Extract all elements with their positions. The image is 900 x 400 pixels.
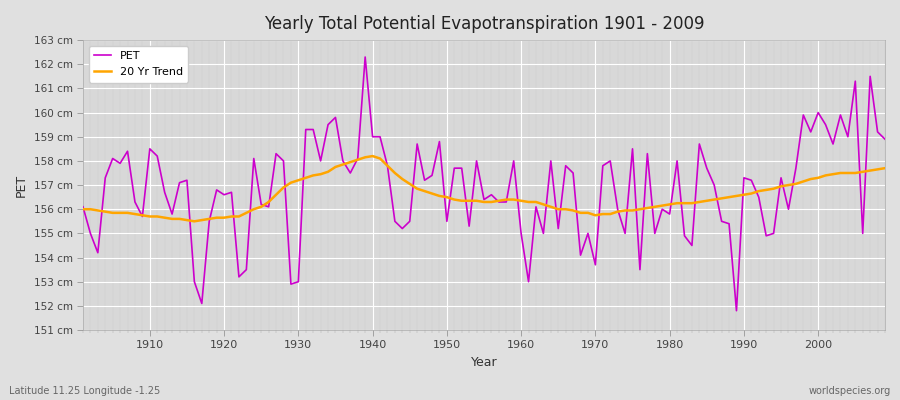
- Y-axis label: PET: PET: [15, 174, 28, 197]
- Text: worldspecies.org: worldspecies.org: [809, 386, 891, 396]
- PET: [612, 207, 623, 212]
- 20 Yr Trend: [308, 173, 319, 178]
- 20 Yr Trend: [531, 200, 542, 204]
- PET: [137, 214, 148, 219]
- PET: [301, 127, 311, 132]
- Line: PET: PET: [83, 57, 885, 311]
- 20 Yr Trend: [523, 200, 534, 204]
- Legend: PET, 20 Yr Trend: PET, 20 Yr Trend: [88, 46, 188, 82]
- Line: 20 Yr Trend: 20 Yr Trend: [83, 156, 885, 221]
- 20 Yr Trend: [189, 219, 200, 224]
- 20 Yr Trend: [77, 207, 88, 212]
- 20 Yr Trend: [137, 213, 148, 218]
- 20 Yr Trend: [620, 208, 631, 213]
- PET: [77, 204, 88, 209]
- PET: [345, 170, 356, 175]
- PET: [516, 231, 526, 236]
- PET: [879, 137, 890, 142]
- PET: [523, 279, 534, 284]
- PET: [360, 55, 371, 60]
- PET: [731, 308, 742, 313]
- 20 Yr Trend: [352, 157, 363, 162]
- 20 Yr Trend: [367, 154, 378, 158]
- Text: Latitude 11.25 Longitude -1.25: Latitude 11.25 Longitude -1.25: [9, 386, 160, 396]
- 20 Yr Trend: [879, 166, 890, 170]
- X-axis label: Year: Year: [471, 356, 498, 369]
- Title: Yearly Total Potential Evapotranspiration 1901 - 2009: Yearly Total Potential Evapotranspiratio…: [264, 15, 704, 33]
